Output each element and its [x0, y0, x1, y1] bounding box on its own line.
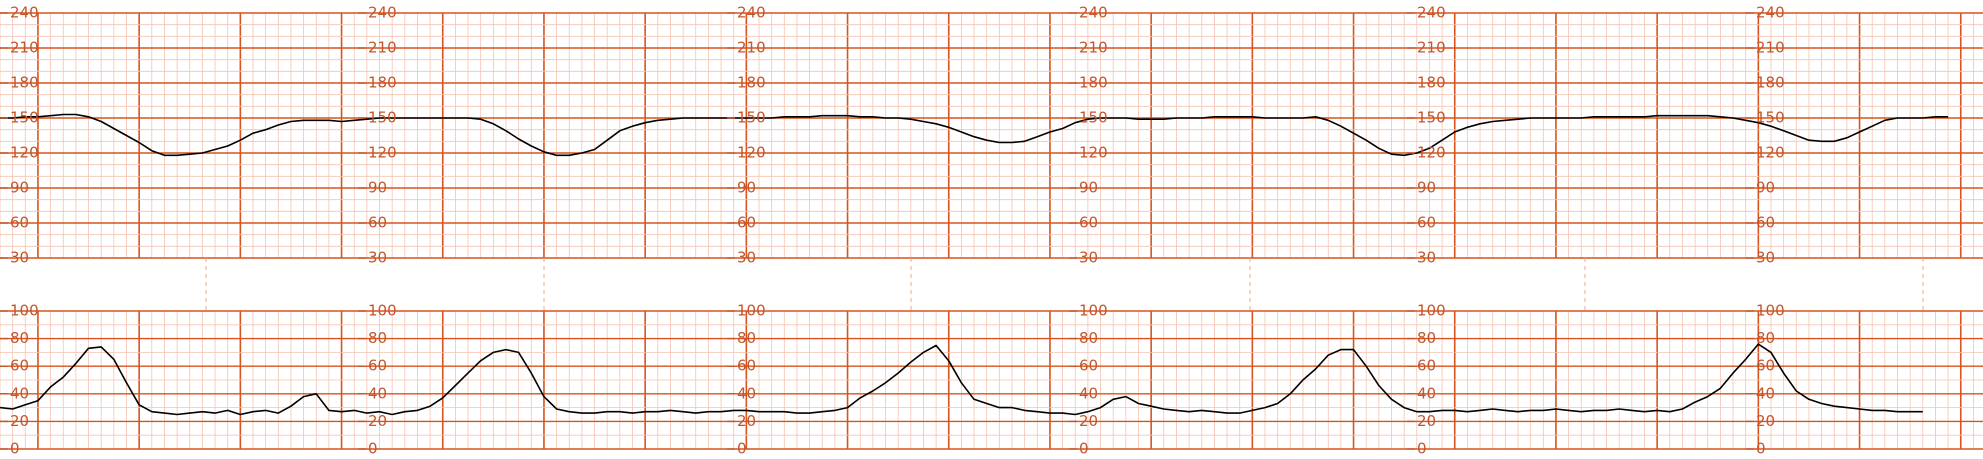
y-tick-label: 80	[1756, 329, 1775, 347]
y-tick-label: 80	[1417, 329, 1436, 347]
y-tick-label: 210	[368, 39, 397, 57]
y-tick-label: 40	[1417, 384, 1436, 402]
y-tick-label: 30	[1417, 249, 1436, 267]
y-tick-label: 60	[1417, 214, 1436, 232]
minute-markers	[205, 258, 1924, 311]
y-tick-label: 150	[10, 109, 39, 127]
trace	[0, 113, 1949, 157]
y-tick-label: 120	[368, 144, 397, 162]
y-tick-label: 0	[1079, 440, 1089, 458]
y-tick-label: 180	[1079, 74, 1108, 92]
y-tick-label: 20	[368, 412, 387, 430]
y-tick-label: 30	[368, 249, 387, 267]
y-tick-label: 180	[1756, 74, 1785, 92]
y-tick-label: 120	[1079, 144, 1108, 162]
y-tick-label: 120	[10, 144, 39, 162]
y-tick-label: 90	[368, 179, 387, 197]
y-tick-label: 150	[368, 109, 397, 127]
y-tick-label: 30	[1079, 249, 1098, 267]
y-tick-label: 100	[1756, 302, 1785, 320]
y-tick-label: 210	[1079, 39, 1108, 57]
y-tick-label: 40	[1756, 384, 1775, 402]
y-tick-label: 240	[368, 4, 397, 22]
y-tick-label: 40	[10, 384, 29, 402]
y-tick-label: 210	[737, 39, 766, 57]
y-tick-label: 80	[368, 329, 387, 347]
y-tick-label: 60	[737, 357, 756, 375]
y-tick-label: 100	[737, 302, 766, 320]
y-tick-label: 90	[1417, 179, 1436, 197]
y-tick-label: 80	[1079, 329, 1098, 347]
y-tick-label: 90	[737, 179, 756, 197]
y-tick-label: 80	[10, 329, 29, 347]
trace	[0, 343, 1923, 416]
y-tick-label: 60	[10, 214, 29, 232]
y-tick-label: 210	[1756, 39, 1785, 57]
y-tick-label: 180	[10, 74, 39, 92]
y-tick-label: 30	[1756, 249, 1775, 267]
y-tick-label: 180	[368, 74, 397, 92]
y-tick-label: 210	[1417, 39, 1446, 57]
y-tick-label: 30	[737, 249, 756, 267]
y-tick-label: 60	[1417, 357, 1436, 375]
y-tick-label: 80	[737, 329, 756, 347]
y-tick-label: 20	[1079, 412, 1098, 430]
y-tick-label: 20	[10, 412, 29, 430]
y-tick-label: 20	[737, 412, 756, 430]
y-tick-label: 150	[1079, 109, 1108, 127]
y-tick-label: 240	[1756, 4, 1785, 22]
y-tick-label: 0	[10, 440, 20, 458]
y-tick-label: 60	[1079, 214, 1098, 232]
y-tick-label: 150	[1756, 109, 1785, 127]
y-tick-label: 120	[1417, 144, 1446, 162]
y-tick-label: 0	[1756, 440, 1766, 458]
traces	[0, 113, 1949, 416]
y-tick-label: 180	[737, 74, 766, 92]
y-tick-label: 0	[737, 440, 747, 458]
y-tick-label: 100	[368, 302, 397, 320]
y-tick-label: 100	[1079, 302, 1108, 320]
y-tick-label: 240	[10, 4, 39, 22]
y-tick-label: 180	[1417, 74, 1446, 92]
y-tick-label: 240	[737, 4, 766, 22]
y-tick-label: 90	[10, 179, 29, 197]
y-tick-label: 210	[10, 39, 39, 57]
y-tick-label: 0	[368, 440, 378, 458]
y-tick-label: 120	[737, 144, 766, 162]
y-tick-label: 60	[1756, 357, 1775, 375]
grid	[0, 12, 1983, 450]
y-tick-label: 240	[1417, 4, 1446, 22]
y-tick-label: 20	[1417, 412, 1436, 430]
y-tick-label: 90	[1756, 179, 1775, 197]
y-tick-label: 60	[737, 214, 756, 232]
y-tick-label: 60	[368, 214, 387, 232]
y-tick-label: 60	[10, 357, 29, 375]
y-tick-label: 120	[1756, 144, 1785, 162]
y-tick-label: 60	[1756, 214, 1775, 232]
y-tick-label: 60	[368, 357, 387, 375]
y-tick-label: 100	[10, 302, 39, 320]
y-tick-label: 150	[1417, 109, 1446, 127]
y-tick-label: 100	[1417, 302, 1446, 320]
y-tick-label: 90	[1079, 179, 1098, 197]
y-tick-label: 40	[737, 384, 756, 402]
axis-labels: 30 30 30 30 30 30 60 60 60 60 60 60 90 90 90 90 90 90 120 1…	[0, 4, 1785, 458]
y-tick-label: 30	[10, 249, 29, 267]
y-tick-label: 240	[1079, 4, 1108, 22]
y-tick-label: 150	[737, 109, 766, 127]
y-tick-label: 40	[368, 384, 387, 402]
y-tick-label: 60	[1079, 357, 1098, 375]
y-tick-label: 20	[1756, 412, 1775, 430]
y-tick-label: 40	[1079, 384, 1098, 402]
y-tick-label: 0	[1417, 440, 1427, 458]
